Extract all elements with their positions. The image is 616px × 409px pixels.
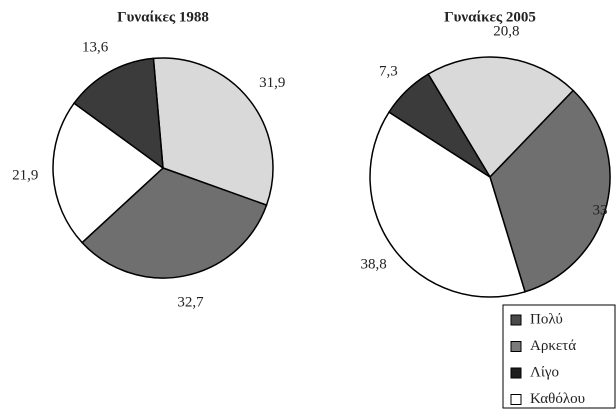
pie-slice	[489, 89, 611, 293]
pie-slice	[73, 57, 164, 170]
data-label: 7,3	[379, 64, 398, 80]
chart-title: Γυναίκες 1988	[117, 9, 209, 25]
chart-title: Γυναίκες 2005	[444, 9, 536, 25]
legend-label: Πολύ	[530, 311, 563, 327]
legend-swatch	[510, 341, 522, 352]
legend-box	[502, 304, 616, 409]
data-label: 32,7	[177, 295, 204, 311]
pie-slice	[388, 73, 491, 178]
pie-slice	[427, 56, 575, 179]
pie-slice	[52, 102, 165, 244]
data-label: 20,8	[493, 23, 519, 39]
data-label: 21,9	[12, 167, 38, 183]
legend-label: Αρκετά	[530, 338, 576, 354]
data-label: 33	[593, 202, 608, 218]
data-label: 31,9	[259, 75, 285, 91]
data-label: 13,6	[82, 39, 109, 55]
legend-swatch	[510, 367, 522, 379]
data-label: 38,8	[360, 257, 386, 273]
legend-label: Λίγο	[530, 364, 559, 380]
legend-swatch	[510, 314, 522, 326]
pie-slice	[369, 111, 526, 298]
legend-label: Καθόλου	[530, 391, 585, 407]
legend-swatch	[510, 394, 522, 405]
pie-slice	[152, 57, 274, 207]
pie-slice	[81, 167, 268, 279]
